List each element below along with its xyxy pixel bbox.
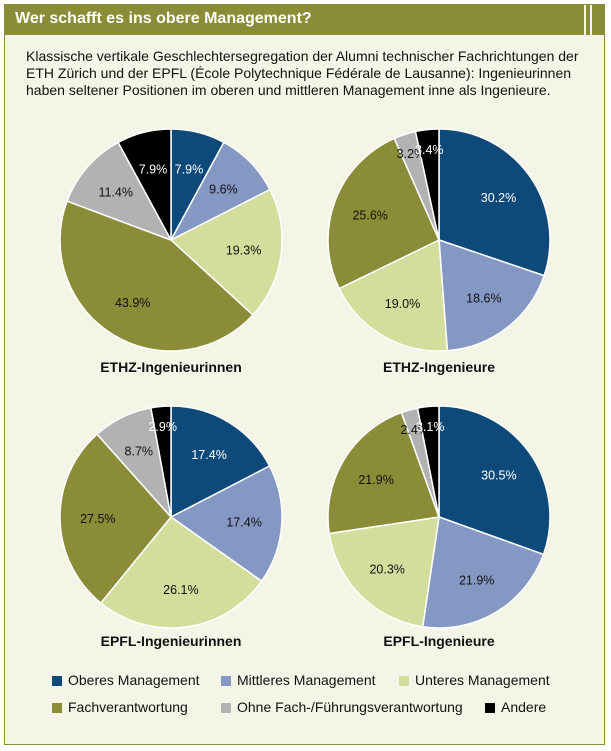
legend-item-fach: Fachverantwortung — [52, 699, 188, 715]
figure-caption: Klassische vertikale Geschlechtersegrega… — [26, 48, 579, 98]
pie-slice-fach — [327, 137, 440, 290]
legend-swatch — [52, 703, 62, 713]
slice-value-label: 3.2% — [397, 147, 426, 161]
slice-value-label: 43.9% — [115, 296, 150, 310]
legend-label: Fachverantwortung — [68, 699, 188, 715]
slice-value-label: 3.1% — [416, 420, 445, 434]
legend-label: Andere — [501, 699, 547, 715]
legend-swatch — [52, 676, 62, 686]
pie-slice-andere — [416, 405, 440, 518]
slice-value-label: 11.4% — [98, 185, 133, 199]
legend-item-unteres: Unteres Management — [399, 672, 550, 688]
pie-slice-fach — [59, 200, 254, 352]
legend-label: Oberes Management — [68, 672, 200, 688]
slice-value-label: 25.6% — [352, 208, 387, 222]
slice-value-label: 21.9% — [459, 573, 494, 587]
slice-value-label: 2.4% — [400, 423, 429, 437]
slice-value-label: 18.6% — [466, 291, 501, 305]
title-bar: Wer schafft es ins obere Management? — [5, 5, 604, 35]
figure-title: Wer schafft es ins obere Management? — [15, 10, 312, 27]
pie-chart-title: EPFL-Ingenieure — [383, 633, 494, 649]
slice-value-label: 19.0% — [385, 297, 420, 311]
legend-swatch — [485, 703, 495, 713]
pie-slice-unteres — [99, 515, 263, 629]
legend-swatch — [221, 703, 231, 713]
pie-chart-title: ETHZ-Ingenieurinnen — [100, 359, 242, 375]
figure-frame: Wer schafft es ins obere Management? — [4, 4, 605, 745]
pie-slice-mittleres — [421, 515, 545, 629]
legend-swatch — [399, 676, 409, 686]
legend-item-oberes: Oberes Management — [52, 672, 200, 688]
pie-slice-oberes — [438, 405, 551, 556]
legend-item-andere: Andere — [485, 699, 546, 715]
slice-value-label: 17.4% — [226, 516, 261, 530]
legend-label: Ohne Fach-/Führungsverantwortung — [237, 699, 463, 715]
legend-label: Mittleres Management — [237, 672, 376, 688]
pie-slice-mittleres — [438, 238, 546, 352]
pie-slice-ohne — [66, 141, 173, 242]
slice-value-label: 2.9% — [148, 420, 177, 434]
legend-item-ohne: Ohne Fach-/Führungsverantwortung — [221, 699, 463, 715]
legend-label: Unteres Management — [415, 672, 550, 688]
pie-slice-oberes — [170, 405, 271, 519]
slice-value-label: 9.6% — [209, 182, 238, 196]
pie-slice-fach — [327, 411, 441, 535]
legend-swatch — [221, 676, 231, 686]
slice-value-label: 8.7% — [125, 445, 154, 459]
slice-value-label: 27.5% — [80, 512, 115, 526]
pie-slice-andere — [414, 128, 440, 241]
pie-slice-unteres — [338, 238, 449, 352]
pie-slice-unteres — [328, 516, 440, 628]
pie-slice-mittleres — [169, 464, 283, 583]
slice-value-label: 3.4% — [415, 143, 444, 157]
title-bar-divider — [590, 5, 592, 35]
pie-chart-title: ETHZ-Ingenieure — [383, 359, 495, 375]
slice-value-label: 7.9% — [175, 163, 204, 177]
title-bar-divider — [584, 5, 586, 35]
slice-value-label: 21.9% — [358, 473, 393, 487]
pie-chart-title: EPFL-Ingenieurinnen — [101, 633, 242, 649]
slice-value-label: 30.2% — [481, 191, 516, 205]
pie-slice-andere — [117, 128, 172, 241]
slice-value-label: 7.9% — [139, 163, 168, 177]
slice-value-label: 26.1% — [163, 583, 198, 597]
slice-value-label: 20.3% — [369, 562, 404, 576]
pie-slice-oberes — [438, 128, 551, 277]
pie-slice-unteres — [169, 188, 283, 317]
pie-slice-fach — [59, 433, 172, 605]
slice-value-label: 19.3% — [226, 243, 261, 257]
slice-value-label: 17.4% — [191, 448, 226, 462]
pie-slice-andere — [150, 405, 172, 518]
slice-value-label: 30.5% — [481, 468, 516, 482]
legend-item-mittleres: Mittleres Management — [221, 672, 376, 688]
